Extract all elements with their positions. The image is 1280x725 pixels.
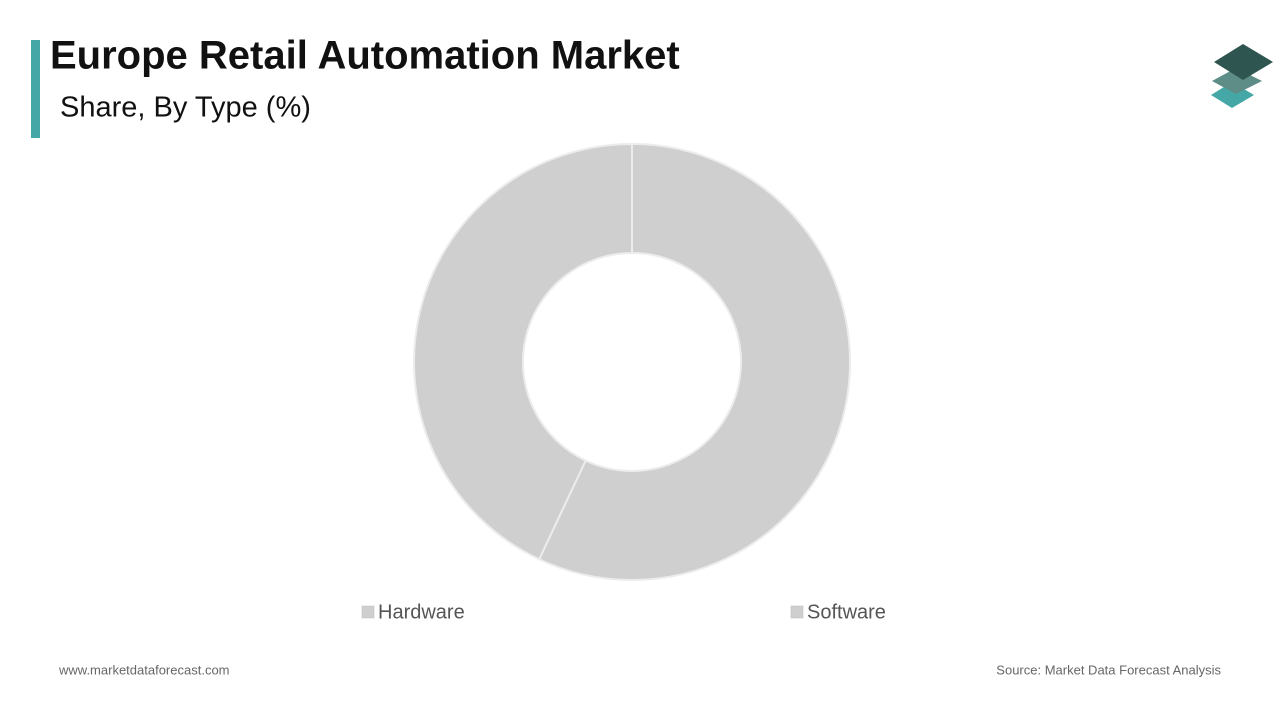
chart-title: Europe Retail Automation Market: [50, 34, 680, 78]
legend-swatch: [361, 605, 375, 619]
legend-swatch: [790, 605, 804, 619]
footer-source: Source: Market Data Forecast Analysis: [996, 662, 1221, 677]
pie-slice: [537, 142, 851, 581]
chart-subtitle: Share, By Type (%): [60, 92, 311, 124]
legend-label: Hardware: [378, 601, 465, 623]
pie-slice: [413, 142, 633, 561]
legend-label: Software: [807, 601, 886, 623]
footer-website: www.marketdataforecast.com: [58, 662, 230, 677]
logo: [1211, 44, 1273, 108]
title-accent: [31, 40, 40, 138]
